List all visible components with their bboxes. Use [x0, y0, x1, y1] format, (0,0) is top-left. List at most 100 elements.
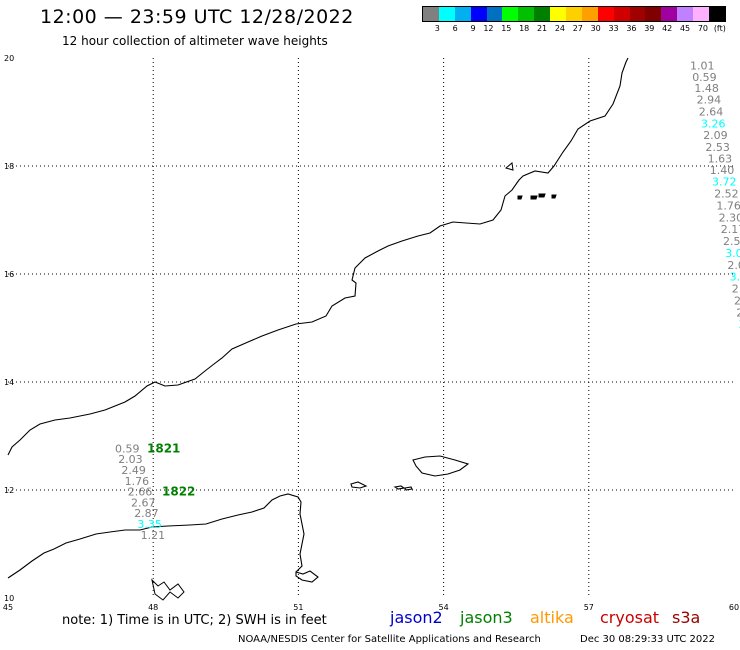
longitude-tick-label: 51	[293, 603, 303, 612]
page-title: 12:00 — 23:59 UTC 12/28/2022	[40, 6, 354, 28]
wave-height-value: 2.17	[721, 223, 740, 236]
wave-height-value: 1.48	[694, 82, 719, 95]
agency-credit: NOAA/NESDIS Center for Satellite Applica…	[238, 634, 541, 645]
track-east-values: 1.010.591.482.942.643.262.092.531.631.40…	[690, 60, 740, 332]
color-swatch	[597, 7, 614, 21]
color-scale-label: 24	[554, 24, 565, 33]
longitude-tick-label: 54	[439, 603, 449, 612]
color-scale-label: 42	[662, 24, 673, 33]
satellite-name-s3a: s3a	[672, 608, 701, 627]
lat-lon-grid	[8, 58, 734, 598]
wave-height-value: 2.66	[128, 486, 153, 499]
wave-height-value: 2.52	[714, 188, 739, 201]
wave-height-value: 3.35	[137, 518, 162, 531]
wave-height-value: 2.87	[134, 507, 159, 520]
color-swatch	[566, 7, 582, 21]
latitude-tick-label: 16	[4, 270, 14, 279]
wave-height-value: 3.2	[730, 271, 740, 284]
wave-height-value: 2.03	[118, 453, 143, 466]
color-swatch	[645, 7, 662, 21]
longitude-tick-label: 60	[729, 603, 739, 612]
wave-height-value: 0.59	[115, 442, 140, 455]
wave-height-value: 2.0	[727, 259, 740, 272]
wave-height-value: 2.54	[723, 235, 740, 248]
color-scale-label: (ft)	[713, 24, 726, 33]
wave-height-value: 2.	[734, 294, 740, 307]
latitude-tick-label: 14	[4, 378, 14, 387]
color-swatch	[534, 7, 551, 21]
axis-tick-labels: 45 48 51 54 57 60 20 18 16 14 12 10	[3, 54, 739, 612]
wave-height-value: 3.00	[725, 247, 740, 260]
color-scale-label: 33	[608, 24, 619, 33]
ras-hafun-outline	[295, 570, 319, 583]
color-scale-label: 9	[470, 24, 476, 33]
wave-height-value: 2.94	[697, 94, 722, 107]
track-west-values: 0.592.032.491.762.662.672.873.351.21 1821…	[115, 441, 195, 541]
wave-height-value: 1.40	[710, 164, 735, 177]
color-swatch	[629, 7, 646, 21]
wave-height-value: 2.30	[719, 211, 740, 224]
color-scale-label: 30	[590, 24, 601, 33]
wave-height-value: 2.	[736, 306, 740, 319]
somali-coastline	[7, 493, 305, 579]
wave-height-value: 2.09	[703, 129, 728, 142]
wave-height-value: 1.01	[690, 60, 715, 73]
wave-height-value: 2.64	[699, 105, 724, 118]
longitude-tick-label: 57	[584, 603, 594, 612]
abd-al-kuri-island	[350, 481, 368, 489]
wave-height-value: 0.59	[692, 71, 717, 84]
color-swatch	[677, 7, 694, 21]
color-scale-label: 6	[452, 24, 458, 33]
color-scale-label: 36	[626, 24, 637, 33]
wave-height-value: 3.72	[712, 176, 737, 189]
wave-height-value: 1.76	[716, 199, 740, 212]
wave-height-value: 3.26	[701, 117, 726, 130]
units-note: note: 1) Time is in UTC; 2) SWH is in fe…	[62, 613, 327, 628]
color-scale-label: 45	[679, 24, 691, 33]
pass-time-label: 1822	[162, 485, 195, 499]
color-swatch	[661, 7, 678, 21]
latitude-tick-label: 18	[4, 162, 14, 171]
wave-height-value: 2.53	[705, 141, 730, 154]
page-subtitle: 12 hour collection of altimeter wave hei…	[62, 34, 328, 48]
color-scale-label: 15	[501, 24, 512, 33]
wave-height-value: 1.76	[125, 475, 150, 488]
color-scale-label: 12	[483, 24, 494, 33]
color-scale-bar	[422, 6, 726, 22]
latitude-tick-label: 20	[4, 54, 14, 63]
satellite-name-jason2: jason2	[390, 608, 443, 627]
satellite-name-cryosat: cryosat	[600, 608, 660, 627]
color-swatch	[709, 7, 725, 21]
color-scale-label: 21	[536, 24, 548, 33]
color-swatch	[502, 7, 519, 21]
pass-time-label: 1821	[147, 441, 180, 455]
color-swatch	[518, 7, 535, 21]
satellite-name-altika: altika	[530, 608, 574, 627]
wave-height-value: 2.67	[131, 496, 156, 509]
wave-height-value: 2.	[732, 283, 740, 296]
wave-height-value: 1.63	[708, 152, 733, 165]
inland-river-scribble	[151, 578, 185, 601]
color-scale-label: 39	[644, 24, 655, 33]
longitude-tick-label: 45	[3, 603, 13, 612]
longitude-tick-label: 48	[148, 603, 158, 612]
color-swatch	[693, 7, 710, 21]
color-swatch	[438, 7, 455, 21]
socotra-island	[412, 455, 470, 477]
color-swatch	[423, 7, 439, 21]
color-scale-label: 3	[434, 24, 440, 33]
the-brothers-islets	[393, 485, 413, 491]
arabian-coastline	[7, 57, 629, 456]
color-scale-legend: 3 6 9 12 15 18 21 24 27 30 33 36 39 42 45 70 (ft)	[422, 6, 726, 33]
color-scale-label: 18	[519, 24, 530, 33]
color-swatch	[613, 7, 630, 21]
color-swatch	[470, 7, 487, 21]
color-swatch	[486, 7, 503, 21]
color-scale-label: 70	[697, 24, 708, 33]
color-swatch	[581, 7, 598, 21]
color-scale-labels: 3 6 9 12 15 18 21 24 27 30 33 36 39 42 45 70 (ft)	[422, 24, 726, 33]
wave-height-value: 1.21	[141, 529, 166, 542]
wave-height-value: 3	[738, 318, 740, 331]
color-swatch	[550, 7, 567, 21]
